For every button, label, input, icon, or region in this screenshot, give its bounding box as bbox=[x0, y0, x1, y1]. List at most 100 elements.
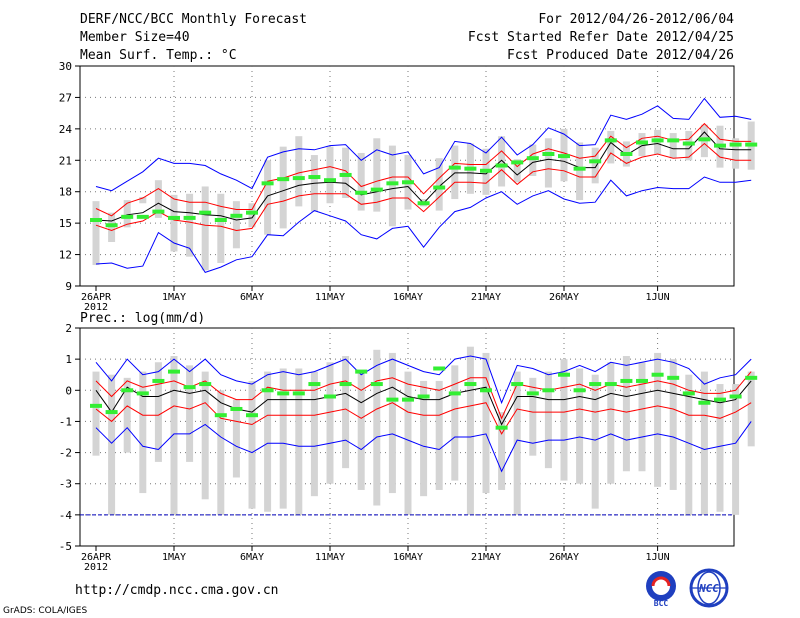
spread-bar bbox=[669, 359, 677, 490]
spread-bar bbox=[201, 186, 209, 271]
x-tick-label: 1JUN bbox=[646, 552, 670, 563]
spread-bar bbox=[482, 352, 490, 494]
outer-lower-line bbox=[95, 421, 752, 473]
spread-bar bbox=[170, 194, 178, 252]
source-url[interactable]: http://cmdp.ncc.cma.gov.cn bbox=[75, 583, 279, 598]
spread-bar bbox=[92, 201, 100, 266]
observation-marker bbox=[261, 181, 274, 186]
observation-marker bbox=[339, 172, 352, 177]
observation-marker bbox=[589, 159, 602, 164]
x-tick-label: 21MAY bbox=[471, 292, 501, 303]
observation-marker bbox=[152, 209, 165, 214]
observation-marker bbox=[636, 140, 648, 145]
spread-bar bbox=[108, 212, 116, 242]
y-tick-label: 9 bbox=[65, 280, 72, 293]
inner-upper-line bbox=[95, 371, 752, 420]
spread-bar bbox=[154, 180, 162, 218]
observation-marker bbox=[448, 391, 461, 396]
observation-marker bbox=[339, 382, 352, 387]
spread-bar bbox=[576, 368, 584, 484]
spread-bar bbox=[685, 374, 693, 515]
spread-bar bbox=[139, 371, 147, 494]
spread-bar bbox=[139, 196, 147, 204]
observation-marker bbox=[152, 378, 165, 383]
observation-marker bbox=[526, 156, 539, 161]
bcc-logo-inner bbox=[652, 577, 670, 595]
observation-marker bbox=[714, 143, 726, 148]
x-tick-sublabel: 2012 bbox=[84, 302, 108, 313]
spread-bar bbox=[248, 203, 256, 228]
observation-marker bbox=[246, 210, 258, 215]
observation-marker bbox=[604, 382, 617, 387]
inner-upper-line bbox=[95, 122, 752, 217]
spread-bar bbox=[404, 371, 412, 515]
outer-upper-line bbox=[95, 355, 752, 405]
observation-marker bbox=[511, 160, 524, 165]
observation-marker bbox=[464, 382, 477, 387]
observation-marker bbox=[480, 388, 492, 393]
observation-marker bbox=[402, 397, 414, 402]
spread-bar bbox=[342, 147, 350, 198]
x-tick-label: 1MAY bbox=[162, 292, 186, 303]
y-tick-label: -3 bbox=[59, 478, 72, 491]
spread-bar bbox=[498, 136, 506, 187]
spread-bar bbox=[607, 130, 615, 164]
observation-marker bbox=[433, 185, 446, 190]
observation-marker bbox=[698, 400, 711, 405]
observation-marker bbox=[386, 181, 399, 186]
observation-marker bbox=[136, 391, 149, 396]
spread-bar bbox=[560, 359, 568, 481]
spread-bar bbox=[732, 384, 740, 515]
y-tick-label: 2 bbox=[65, 322, 72, 335]
spread-bar bbox=[154, 362, 162, 462]
plot-frame-temp bbox=[79, 65, 735, 287]
spread-bar bbox=[513, 159, 521, 183]
spread-bar bbox=[248, 380, 256, 509]
observation-marker bbox=[90, 218, 102, 222]
spread-bar bbox=[388, 352, 396, 494]
observation-marker bbox=[682, 391, 695, 396]
observation-marker bbox=[573, 388, 586, 393]
outer-lower-line bbox=[95, 176, 752, 273]
observation-marker bbox=[667, 375, 680, 380]
spread-bar bbox=[388, 145, 396, 227]
spread-bar bbox=[201, 371, 209, 500]
x-tick-label: 16MAY bbox=[393, 292, 423, 303]
spread-bar bbox=[732, 138, 740, 169]
observation-marker bbox=[261, 388, 274, 393]
observation-marker bbox=[386, 397, 399, 402]
spread-bar bbox=[92, 371, 100, 456]
spread-bar bbox=[326, 146, 334, 204]
observation-marker bbox=[402, 180, 414, 185]
observation-marker bbox=[589, 382, 602, 387]
spread-bar bbox=[498, 412, 506, 490]
observation-marker bbox=[324, 394, 336, 399]
observation-marker bbox=[324, 178, 336, 183]
spread-bar bbox=[217, 390, 225, 515]
observation-marker bbox=[526, 391, 539, 396]
observation-marker bbox=[308, 175, 321, 180]
spread-bar bbox=[607, 362, 615, 484]
observation-marker bbox=[745, 375, 758, 380]
ncc-logo: NCC bbox=[689, 568, 729, 608]
observation-marker bbox=[714, 397, 726, 402]
observation-marker bbox=[604, 138, 617, 143]
spread-bar bbox=[513, 371, 521, 515]
observation-marker bbox=[214, 218, 227, 222]
x-tick-label: 6MAY bbox=[240, 552, 264, 563]
spread-bar bbox=[622, 356, 630, 472]
spread-bar bbox=[326, 362, 334, 484]
y-tick-label: 0 bbox=[65, 384, 72, 397]
precip-panel-title: Prec.: log(mm/d) bbox=[80, 311, 205, 326]
observation-marker bbox=[246, 413, 258, 418]
observation-marker bbox=[136, 214, 149, 219]
observation-marker bbox=[682, 141, 695, 146]
spread-bar bbox=[279, 368, 287, 509]
observation-marker bbox=[292, 391, 305, 396]
spread-bar bbox=[357, 371, 365, 490]
x-tick-sublabel: 2012 bbox=[84, 562, 108, 573]
spread-bar bbox=[576, 142, 584, 201]
